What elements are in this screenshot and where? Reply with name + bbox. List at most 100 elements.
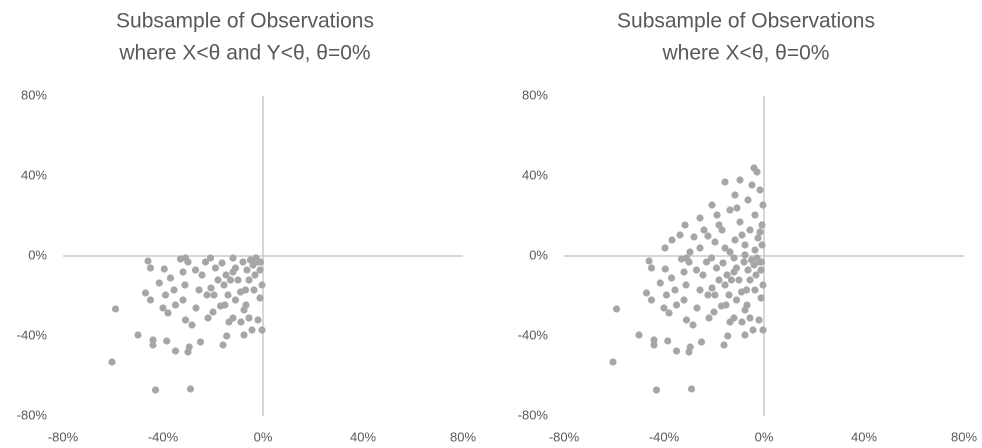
point bbox=[741, 241, 749, 249]
point bbox=[146, 264, 155, 272]
point bbox=[214, 276, 222, 284]
point bbox=[756, 186, 764, 194]
point bbox=[166, 274, 175, 282]
point bbox=[721, 281, 729, 289]
x-tick-label: -40% bbox=[148, 429, 179, 444]
point bbox=[744, 266, 752, 274]
point bbox=[689, 321, 697, 329]
point bbox=[160, 265, 168, 273]
point bbox=[650, 336, 658, 344]
point bbox=[254, 316, 262, 324]
point bbox=[711, 238, 719, 246]
point bbox=[738, 318, 746, 326]
point bbox=[755, 316, 763, 324]
point bbox=[204, 314, 212, 322]
chart-title: Subsample of Observations bbox=[617, 10, 875, 33]
point bbox=[724, 332, 732, 340]
point bbox=[733, 204, 741, 212]
point bbox=[256, 294, 264, 302]
point bbox=[730, 254, 738, 262]
point bbox=[185, 343, 193, 351]
point bbox=[707, 254, 716, 262]
point bbox=[223, 332, 231, 340]
point bbox=[656, 279, 664, 287]
point bbox=[192, 304, 200, 312]
point bbox=[256, 258, 265, 266]
point bbox=[676, 231, 684, 239]
point bbox=[680, 296, 688, 304]
y-tick-label: 40% bbox=[21, 167, 47, 182]
point bbox=[749, 326, 757, 334]
point bbox=[237, 318, 245, 326]
point bbox=[736, 218, 744, 226]
point bbox=[746, 314, 754, 322]
point bbox=[111, 305, 120, 313]
point bbox=[224, 291, 232, 299]
point bbox=[144, 257, 152, 265]
point bbox=[245, 314, 253, 322]
point bbox=[163, 337, 171, 345]
point bbox=[710, 308, 718, 316]
x-tick-label: 0% bbox=[755, 429, 774, 444]
point bbox=[179, 268, 187, 276]
y-tick-label: 80% bbox=[21, 87, 47, 102]
point bbox=[609, 358, 617, 366]
point bbox=[179, 296, 187, 304]
point bbox=[146, 296, 155, 304]
chart-title: Subsample of Observations bbox=[116, 10, 374, 33]
y-tick-label: -80% bbox=[518, 407, 549, 422]
point bbox=[258, 326, 266, 334]
point bbox=[239, 258, 247, 266]
point bbox=[612, 305, 621, 313]
point bbox=[159, 304, 167, 312]
point bbox=[647, 264, 656, 272]
point bbox=[170, 286, 178, 294]
x-tick-label: 80% bbox=[450, 429, 476, 444]
point bbox=[730, 314, 738, 322]
point bbox=[108, 358, 116, 366]
point bbox=[207, 284, 215, 292]
point bbox=[741, 306, 749, 314]
point bbox=[696, 286, 704, 294]
point bbox=[248, 326, 256, 334]
point bbox=[736, 176, 744, 184]
point bbox=[210, 291, 218, 299]
point bbox=[746, 276, 754, 284]
point bbox=[720, 341, 728, 349]
point bbox=[752, 271, 760, 279]
point bbox=[712, 264, 721, 272]
point bbox=[740, 258, 748, 266]
point bbox=[741, 331, 749, 339]
point bbox=[696, 214, 704, 222]
point bbox=[231, 296, 240, 304]
point bbox=[650, 341, 658, 349]
point bbox=[741, 251, 749, 259]
point bbox=[672, 347, 681, 355]
point bbox=[645, 257, 653, 265]
point bbox=[164, 309, 172, 317]
chart-title: where X<θ and Y<θ, θ=0% bbox=[118, 42, 370, 65]
point bbox=[722, 301, 730, 309]
point bbox=[660, 304, 668, 312]
point bbox=[221, 301, 229, 309]
point bbox=[748, 181, 756, 189]
point bbox=[181, 281, 189, 289]
point bbox=[751, 246, 759, 254]
point bbox=[184, 258, 192, 266]
point bbox=[687, 385, 696, 393]
y-tick-label: 0% bbox=[529, 247, 548, 262]
point bbox=[713, 211, 721, 219]
point bbox=[219, 341, 227, 349]
point bbox=[206, 254, 215, 262]
point bbox=[742, 286, 751, 294]
point bbox=[251, 271, 259, 279]
x-tick-label: 40% bbox=[350, 429, 376, 444]
point bbox=[696, 244, 704, 252]
point bbox=[744, 196, 752, 204]
point bbox=[753, 168, 761, 176]
point bbox=[198, 271, 206, 279]
point bbox=[245, 276, 253, 284]
y-tick-label: 40% bbox=[522, 167, 548, 182]
point bbox=[693, 304, 701, 312]
